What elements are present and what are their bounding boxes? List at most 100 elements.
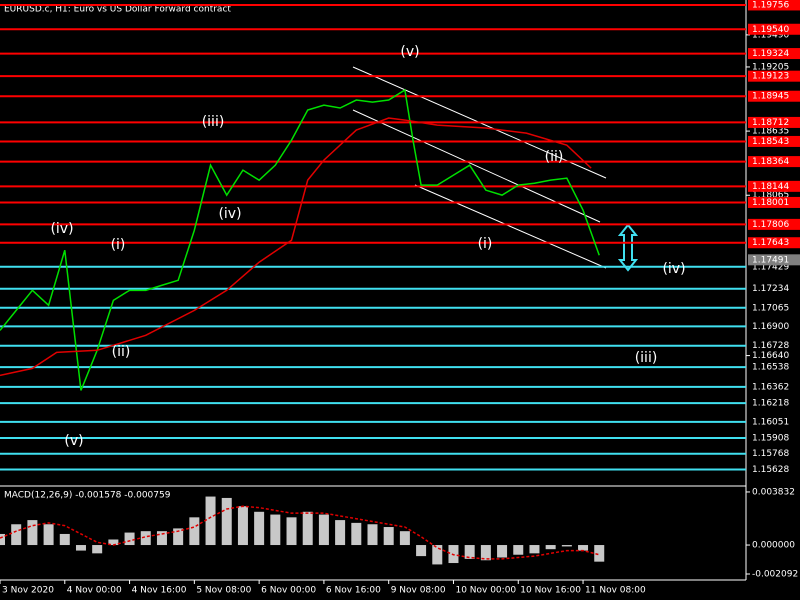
level-label-box: [748, 237, 800, 249]
x-tick-label: 6 Nov 16:00: [326, 586, 381, 596]
wave-label: (iv): [50, 221, 73, 237]
last-price-label: 1.17491: [752, 255, 789, 265]
y-tick-label: 1.19490: [752, 30, 789, 40]
level-label: 1.16051: [752, 417, 789, 427]
histogram-bar: [399, 531, 410, 546]
channel-line: [414, 184, 607, 269]
wave-label: (ii): [112, 344, 131, 360]
level-label: 1.16218: [752, 399, 789, 409]
y-tick-label: 1.18065: [752, 191, 789, 201]
level-label-box: [748, 156, 800, 168]
level-label-box: [748, 116, 800, 128]
x-tick-label: 11 Nov 08:00: [585, 586, 646, 596]
histogram-bar: [156, 531, 167, 546]
histogram-bar: [594, 545, 605, 562]
histogram-bar: [270, 514, 281, 546]
level-label: 1.18001: [752, 198, 789, 208]
histogram-bar: [416, 545, 427, 557]
histogram-bar: [578, 545, 589, 551]
x-tick-label: 4 Nov 16:00: [132, 586, 187, 596]
level-label-box: [748, 218, 800, 230]
wave-label: (iii): [635, 350, 658, 366]
wave-label: (i): [478, 236, 493, 252]
level-label: 1.18144: [752, 182, 789, 192]
level-label: 1.18712: [752, 118, 789, 128]
level-label: 1.19756: [752, 0, 789, 10]
x-tick-label: 10 Nov 16:00: [520, 586, 581, 596]
x-tick-label: 4 Nov 00:00: [67, 586, 122, 596]
level-label: 1.19324: [752, 49, 789, 59]
histogram-bar: [513, 545, 524, 555]
histogram-bar: [529, 545, 540, 554]
histogram-bar: [367, 524, 378, 546]
series-line: [0, 88, 600, 391]
histogram-bar: [351, 522, 362, 546]
level-label-box: [748, 90, 800, 102]
histogram-bar: [561, 545, 572, 547]
wave-label: (iv): [662, 261, 685, 277]
level-label: 1.16362: [752, 382, 789, 392]
histogram-bar: [205, 496, 216, 546]
y-tick-label: -0.002092: [752, 570, 798, 580]
histogram-bar: [464, 545, 475, 559]
wave-label: (v): [64, 433, 83, 449]
last-price-box: [748, 254, 800, 266]
level-label: 1.16728: [752, 341, 789, 351]
level-label-box: [748, 135, 800, 147]
y-tick-label: 0.000000: [752, 541, 795, 551]
series-line: [0, 117, 592, 377]
level-label: 1.19123: [752, 72, 789, 82]
level-label: 1.17643: [752, 238, 789, 248]
y-tick-label: 0.003832: [752, 487, 795, 497]
histogram-bar: [497, 545, 508, 558]
histogram-bar: [59, 533, 70, 546]
level-label-box: [748, 70, 800, 82]
histogram-bar: [27, 520, 38, 546]
level-label: 1.19540: [752, 25, 789, 35]
histogram-bar: [318, 514, 329, 546]
level-label-box: [748, 48, 800, 60]
wave-label: (ii): [545, 149, 564, 165]
histogram-bar: [335, 520, 346, 546]
histogram-bar: [92, 545, 103, 554]
x-tick-label: 9 Nov 08:00: [391, 586, 446, 596]
level-label: 1.17234: [752, 284, 789, 294]
histogram-bar: [124, 532, 135, 546]
histogram-bar: [43, 524, 54, 546]
histogram-bar: [0, 533, 5, 546]
histogram-bar: [302, 511, 313, 546]
symbol-header: EURUSD.c, H1: Euro vs US Dollar Forward …: [4, 5, 231, 15]
x-tick-label: 6 Nov 00:00: [261, 586, 316, 596]
histogram-bar: [75, 545, 86, 551]
histogram-bar: [383, 527, 394, 546]
histogram-bar: [432, 545, 443, 565]
wave-label: (v): [400, 44, 419, 60]
series-line: [0, 505, 600, 560]
macd-title: MACD(12,26,9) -0.001578 -0.000759: [4, 491, 171, 501]
histogram-bar: [189, 517, 200, 546]
histogram-bar: [254, 511, 265, 546]
y-tick-label: 1.18635: [752, 127, 789, 137]
histogram-bar: [237, 506, 248, 546]
level-label: 1.15628: [752, 465, 789, 475]
wave-label: (iv): [218, 206, 241, 222]
x-tick-label: 5 Nov 08:00: [196, 586, 251, 596]
histogram-bar: [480, 545, 491, 561]
level-label: 1.17065: [752, 303, 789, 313]
level-label: 1.16538: [752, 363, 789, 373]
level-label: 1.18945: [752, 92, 789, 102]
level-label-box: [748, 180, 800, 192]
histogram-bar: [108, 539, 119, 546]
y-tick-label: 1.19205: [752, 62, 789, 72]
level-label-box: [748, 0, 800, 11]
level-label-box: [748, 23, 800, 35]
histogram-bar: [221, 497, 232, 546]
wave-label: (iii): [202, 114, 225, 130]
level-label: 1.15768: [752, 449, 789, 459]
histogram-bar: [11, 524, 22, 546]
y-tick-label: 1.16640: [752, 351, 789, 361]
level-label: 1.17806: [752, 220, 789, 230]
histogram-bar: [140, 531, 151, 546]
